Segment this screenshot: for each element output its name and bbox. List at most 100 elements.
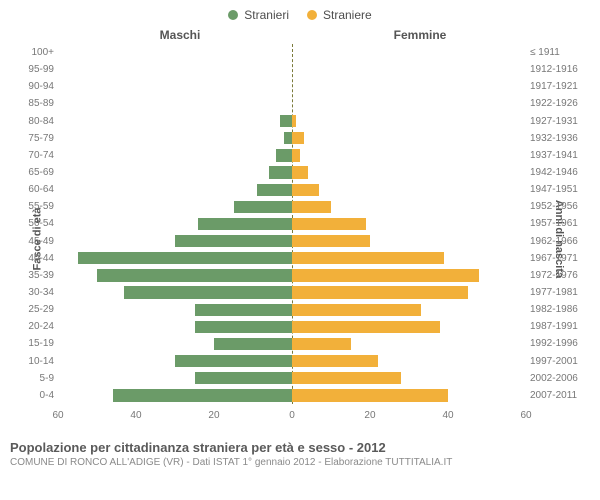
bar-male <box>214 338 292 350</box>
birth-year-label: 1977-1981 <box>530 287 588 298</box>
bar-female <box>292 355 378 367</box>
age-label: 5-9 <box>14 373 54 384</box>
legend-label-female: Straniere <box>323 8 372 22</box>
bar-female <box>292 235 370 247</box>
birth-year-label: 1997-2001 <box>530 356 588 367</box>
birth-year-label: 1912-1916 <box>530 64 588 75</box>
pyramid-row: 45-491962-1966 <box>58 233 526 250</box>
birth-year-label: 2002-2006 <box>530 373 588 384</box>
legend-label-male: Stranieri <box>244 8 289 22</box>
pyramid-row: 65-691942-1946 <box>58 164 526 181</box>
pyramid-row: 10-141997-2001 <box>58 353 526 370</box>
birth-year-label: 1992-1996 <box>530 338 588 349</box>
age-label: 20-24 <box>14 321 54 332</box>
bar-male <box>195 304 293 316</box>
birth-year-label: 1972-1976 <box>530 270 588 281</box>
header-female: Femmine <box>300 28 540 42</box>
bar-male <box>113 389 292 401</box>
age-label: 80-84 <box>14 116 54 127</box>
birth-year-label: 1932-1936 <box>530 133 588 144</box>
pyramid-row: 20-241987-1991 <box>58 318 526 335</box>
birth-year-label: 1982-1986 <box>530 304 588 315</box>
age-label: 45-49 <box>14 236 54 247</box>
bar-male <box>198 218 292 230</box>
bar-female <box>292 218 366 230</box>
bar-female <box>292 252 444 264</box>
x-tick: 60 <box>520 410 531 421</box>
bar-male <box>97 269 292 281</box>
legend-item-male: Stranieri <box>228 8 289 22</box>
birth-year-label: 1962-1966 <box>530 236 588 247</box>
age-label: 25-29 <box>14 304 54 315</box>
bar-male <box>280 115 292 127</box>
x-tick: 40 <box>130 410 141 421</box>
pyramid-row: 35-391972-1976 <box>58 267 526 284</box>
age-label: 90-94 <box>14 81 54 92</box>
bar-female <box>292 338 351 350</box>
x-tick: 60 <box>52 410 63 421</box>
age-label: 100+ <box>14 47 54 58</box>
age-label: 10-14 <box>14 356 54 367</box>
age-label: 75-79 <box>14 133 54 144</box>
bar-female <box>292 166 308 178</box>
age-label: 35-39 <box>14 270 54 281</box>
bar-female <box>292 286 468 298</box>
bar-male <box>78 252 293 264</box>
birth-year-label: 1917-1921 <box>530 81 588 92</box>
birth-year-label: 1927-1931 <box>530 116 588 127</box>
pyramid-row: 70-741937-1941 <box>58 147 526 164</box>
pyramid-row: 60-641947-1951 <box>58 181 526 198</box>
birth-year-label: 1957-1961 <box>530 218 588 229</box>
pyramid-row: 85-891922-1926 <box>58 95 526 112</box>
age-label: 55-59 <box>14 201 54 212</box>
x-tick: 20 <box>208 410 219 421</box>
bar-male <box>175 235 292 247</box>
pyramid-row: 15-191992-1996 <box>58 335 526 352</box>
plot-area: 100+≤ 191195-991912-191690-941917-192185… <box>58 44 526 404</box>
bar-male <box>195 372 293 384</box>
birth-year-label: 1952-1956 <box>530 201 588 212</box>
x-tick: 20 <box>364 410 375 421</box>
age-label: 0-4 <box>14 390 54 401</box>
age-label: 15-19 <box>14 338 54 349</box>
bar-female <box>292 372 401 384</box>
pyramid-row: 40-441967-1971 <box>58 250 526 267</box>
pyramid-row: 50-541957-1961 <box>58 215 526 232</box>
pyramid-row: 95-991912-1916 <box>58 61 526 78</box>
age-label: 85-89 <box>14 98 54 109</box>
bar-female <box>292 149 300 161</box>
x-axis: 6040200204060 <box>58 406 526 434</box>
birth-year-label: 1922-1926 <box>530 98 588 109</box>
birth-year-label: ≤ 1911 <box>530 47 588 58</box>
pyramid-row: 25-291982-1986 <box>58 301 526 318</box>
bar-female <box>292 389 448 401</box>
bar-male <box>276 149 292 161</box>
age-label: 50-54 <box>14 218 54 229</box>
birth-year-label: 1947-1951 <box>530 184 588 195</box>
pyramid-row: 100+≤ 1911 <box>58 44 526 61</box>
age-label: 30-34 <box>14 287 54 298</box>
birth-year-label: 2007-2011 <box>530 390 588 401</box>
x-tick: 40 <box>442 410 453 421</box>
column-headers: Maschi Femmine <box>0 22 600 44</box>
age-label: 40-44 <box>14 253 54 264</box>
bar-female <box>292 321 440 333</box>
legend-swatch-male <box>228 10 238 20</box>
pyramid-row: 80-841927-1931 <box>58 113 526 130</box>
bar-female <box>292 269 479 281</box>
pyramid-row: 90-941917-1921 <box>58 78 526 95</box>
footer: Popolazione per cittadinanza straniera p… <box>0 434 600 468</box>
bar-female <box>292 184 319 196</box>
bar-male <box>284 132 292 144</box>
bar-male <box>257 184 292 196</box>
birth-year-label: 1967-1971 <box>530 253 588 264</box>
pyramid-row: 5-92002-2006 <box>58 370 526 387</box>
pyramid-row: 0-42007-2011 <box>58 387 526 404</box>
bar-male <box>175 355 292 367</box>
pyramid-row: 30-341977-1981 <box>58 284 526 301</box>
bar-male <box>195 321 293 333</box>
pyramid-row: 55-591952-1956 <box>58 198 526 215</box>
chart: Fasce di età Anni di nascita 100+≤ 19119… <box>10 44 590 434</box>
bar-male <box>124 286 292 298</box>
age-label: 70-74 <box>14 150 54 161</box>
